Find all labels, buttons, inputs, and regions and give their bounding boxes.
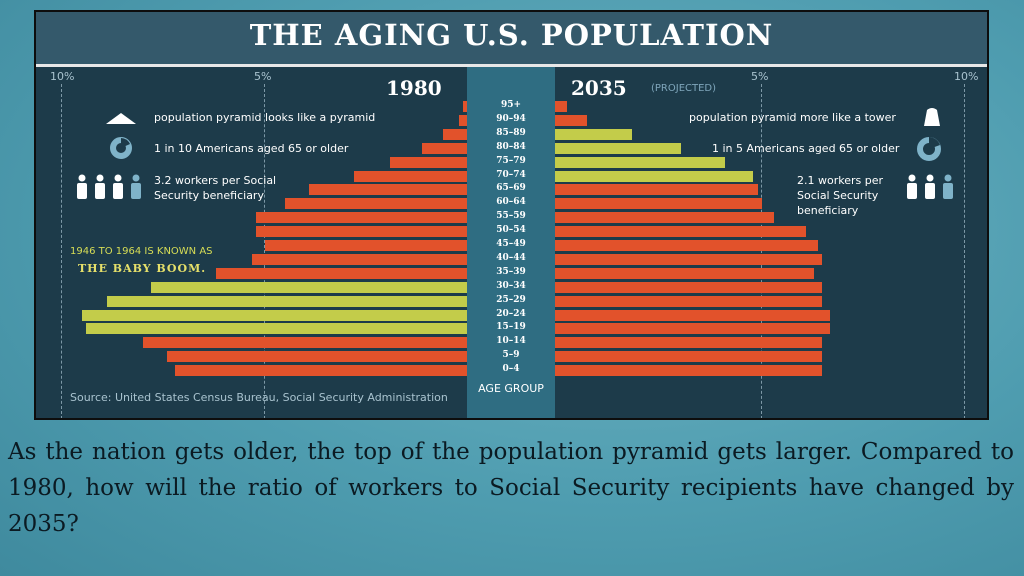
year-label-2035: 2035 [571, 76, 627, 100]
chart-title: THE AGING U.S. POPULATION [249, 18, 774, 52]
gridline-right-5 [761, 84, 762, 418]
bar-2035-30–34 [555, 281, 823, 293]
infographic-panel: THE AGING U.S. POPULATION 10% 5% 5% 10% … [34, 10, 989, 420]
bar-1980-50–54 [256, 226, 467, 238]
age-label-80–84: 80–84 [496, 141, 526, 152]
bar-2035-20–24 [555, 309, 831, 321]
age-label-75–79: 75–79 [496, 155, 526, 166]
bar-2035-40–44 [555, 253, 823, 265]
bar-2035-65–69 [555, 184, 758, 196]
bar-1980-65–69 [309, 184, 467, 196]
bar-2035-95+ [555, 101, 568, 112]
note-1980-elderly: 1 in 10 Americans aged 65 or older [154, 142, 349, 155]
age-label-5–9: 5–9 [502, 350, 520, 361]
note-2035-workers-line3: beneficiary [797, 204, 859, 217]
bar-2035-70–74 [555, 170, 754, 182]
bar-2035-10–14 [555, 337, 823, 349]
bar-2035-0–4 [555, 365, 823, 377]
bar-1980-30–34 [151, 281, 467, 293]
age-label-45–49: 45–49 [496, 239, 526, 249]
pie-ring-icon [110, 137, 132, 159]
bar-1980-90–94 [458, 114, 467, 126]
tower-shape-icon [924, 108, 940, 126]
age-label-0–4: 0–4 [502, 364, 520, 375]
age-label-25–29: 25–29 [496, 294, 526, 305]
age-label-65–69: 65–69 [496, 183, 526, 194]
bar-1980-35–39 [215, 267, 467, 279]
bar-1980-15–19 [86, 323, 467, 335]
bar-1980-45–49 [264, 240, 467, 251]
age-label-15–19: 15–19 [496, 322, 526, 333]
bar-2035-15–19 [555, 323, 831, 335]
pyramid-shape-icon [106, 113, 136, 124]
bar-2035-75–79 [555, 156, 726, 168]
bar-1980-80–84 [422, 142, 467, 154]
age-label-60–64: 60–64 [496, 197, 526, 208]
note-1980-pyramid: population pyramid looks like a pyramid [154, 111, 376, 124]
tick-label-left-10: 10% [50, 70, 75, 83]
age-label-10–14: 10–14 [496, 336, 526, 347]
bar-1980-20–24 [82, 309, 467, 321]
bar-1980-0–4 [175, 365, 467, 377]
title-divider [36, 64, 987, 67]
bar-2035-45–49 [555, 240, 819, 251]
note-2035-workers-line1: 2.1 workers per [797, 174, 884, 187]
bar-2035-55–59 [555, 212, 774, 224]
note-2035-workers-line2: Social Security [797, 189, 879, 202]
bar-2035-5–9 [555, 351, 823, 363]
workers-people-icon-2035 [907, 174, 953, 199]
baby-boom-caption: 1946 TO 1964 IS KNOWN AS [70, 246, 213, 257]
age-label-30–34: 30–34 [496, 280, 526, 291]
note-1980-workers-line1: 3.2 workers per Social [154, 174, 277, 187]
bar-1980-70–74 [353, 170, 467, 182]
age-label-55–59: 55–59 [496, 211, 526, 222]
bar-1980-55–59 [256, 212, 467, 224]
title-band [36, 12, 987, 64]
bar-2035-35–39 [555, 267, 815, 279]
workers-people-icon [77, 174, 141, 199]
source-note: Source: United States Census Bureau, Soc… [70, 391, 448, 404]
note-1980-workers-line2: Security beneficiary [154, 189, 264, 202]
tick-label-left-5: 5% [254, 70, 272, 83]
bar-1980-10–14 [143, 337, 467, 349]
tick-label-right-5: 5% [751, 70, 769, 83]
bar-1980-25–29 [106, 295, 467, 307]
age-label-85–89: 85–89 [496, 127, 526, 138]
age-label-20–24: 20–24 [496, 308, 526, 319]
bar-2035-80–84 [555, 142, 681, 154]
baby-boom-title: THE BABY BOOM. [78, 262, 207, 275]
age-column [467, 67, 555, 418]
note-2035-pyramid: population pyramid more like a tower [689, 111, 896, 124]
bar-1980-85–89 [442, 128, 467, 140]
gridline-left-5 [264, 84, 265, 418]
bar-2035-50–54 [555, 226, 807, 238]
bar-1980-60–64 [284, 198, 467, 210]
projected-label: (PROJECTED) [651, 83, 717, 94]
tick-label-right-10: 10% [954, 70, 979, 83]
question-text: As the nation gets older, the top of the… [8, 439, 1014, 537]
bar-2035-25–29 [555, 295, 823, 307]
gridline-left-10 [61, 84, 62, 418]
x-axis-label: AGE GROUP [478, 382, 544, 395]
age-label-70–74: 70–74 [496, 169, 526, 180]
bar-1980-75–79 [390, 156, 467, 168]
bar-1980-95+ [462, 101, 467, 112]
age-label-95+: 95+ [500, 100, 522, 110]
bar-2035-60–64 [555, 198, 762, 210]
bar-1980-5–9 [167, 351, 467, 363]
bar-1980-40–44 [252, 253, 467, 265]
age-label-40–44: 40–44 [496, 252, 526, 263]
age-label-90–94: 90–94 [496, 113, 526, 124]
year-label-1980: 1980 [386, 76, 442, 100]
age-label-35–39: 35–39 [496, 266, 526, 277]
bar-2035-85–89 [555, 128, 632, 140]
gridline-right-10 [964, 84, 965, 418]
bar-2035-90–94 [555, 114, 588, 126]
note-2035-elderly: 1 in 5 Americans aged 65 or older [712, 142, 900, 155]
age-label-50–54: 50–54 [496, 225, 526, 236]
pie-ring-icon-2035 [917, 137, 941, 161]
